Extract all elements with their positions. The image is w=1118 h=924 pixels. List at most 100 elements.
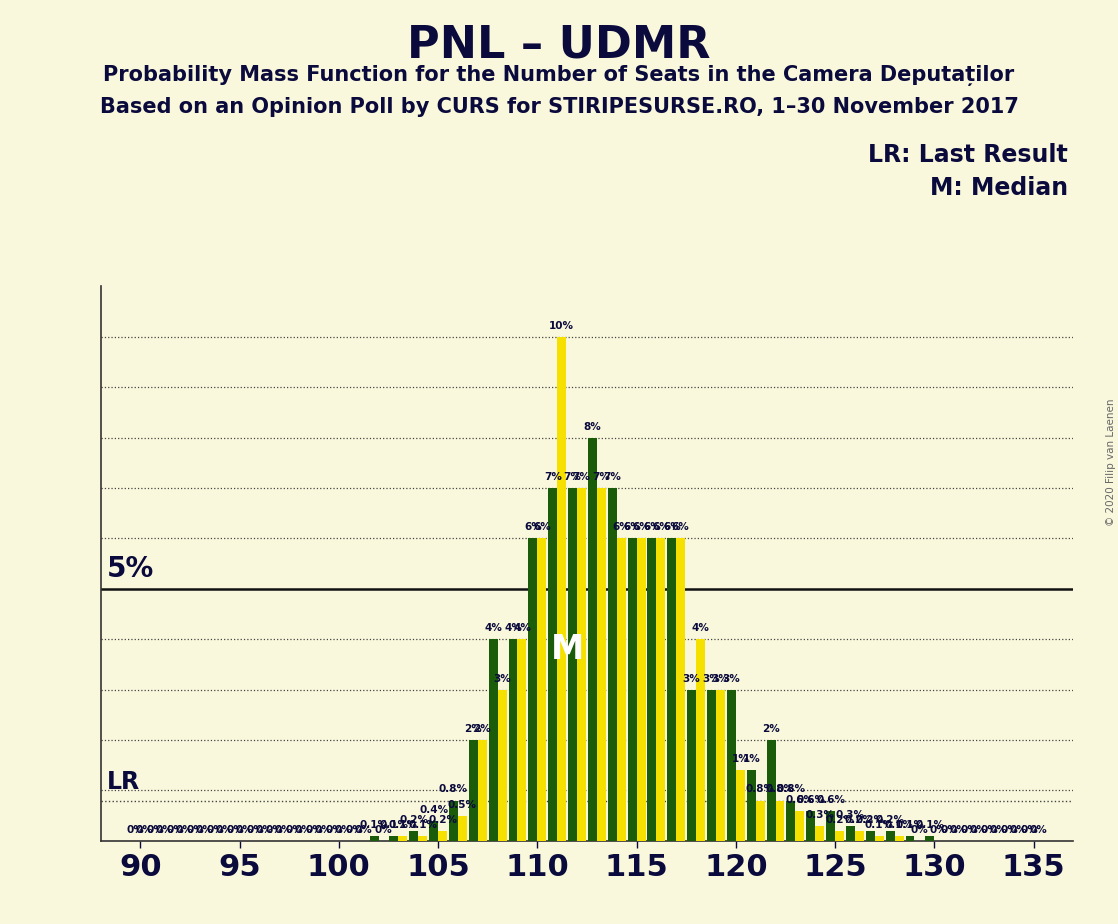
Bar [458,816,467,841]
Bar [756,800,765,841]
Text: 0%: 0% [1030,825,1046,834]
Bar [627,539,636,841]
Bar [557,337,566,841]
Bar [776,800,785,841]
Text: PNL – UDMR: PNL – UDMR [407,23,711,67]
Text: 0%: 0% [334,825,352,834]
Bar [568,488,577,841]
Bar [370,836,379,841]
Bar [529,539,538,841]
Text: 0%: 0% [196,825,214,834]
Text: 0%: 0% [325,825,343,834]
Text: 0.3%: 0.3% [805,809,834,820]
Bar [885,831,894,841]
Text: 0%: 0% [950,825,967,834]
Text: 0%: 0% [176,825,193,834]
Bar [518,639,527,841]
Text: 4%: 4% [513,623,531,633]
Bar [697,639,705,841]
Text: 0.1%: 0.1% [379,820,408,830]
Text: 3%: 3% [722,674,740,684]
Text: 0.8%: 0.8% [776,784,805,795]
Text: 0.8%: 0.8% [746,784,775,795]
Text: 0%: 0% [930,825,948,834]
Bar [926,836,935,841]
Bar [786,800,795,841]
Bar [429,821,438,841]
Text: 6%: 6% [672,522,690,532]
Text: 0.8%: 0.8% [439,784,468,795]
Bar [806,810,815,841]
Bar [835,831,844,841]
Text: LR: Last Result: LR: Last Result [868,143,1068,167]
Text: 8%: 8% [584,421,601,432]
Bar [498,689,506,841]
Bar [826,810,835,841]
Bar [727,689,736,841]
Bar [647,539,656,841]
Text: 0.3%: 0.3% [836,809,865,820]
Text: 6%: 6% [524,522,542,532]
Text: 1%: 1% [731,754,749,764]
Text: 0.6%: 0.6% [816,795,845,805]
Bar [767,740,776,841]
Text: 4%: 4% [692,623,710,633]
Bar [846,826,855,841]
Text: 7%: 7% [604,472,622,482]
Text: 0%: 0% [155,825,173,834]
Text: 0%: 0% [127,825,144,834]
Text: 2%: 2% [464,724,482,734]
Bar [667,539,676,841]
Text: 7%: 7% [543,472,561,482]
Text: 3%: 3% [711,674,729,684]
Text: 0.1%: 0.1% [884,820,913,830]
Text: 7%: 7% [593,472,610,482]
Text: 0%: 0% [255,825,273,834]
Text: 0%: 0% [146,825,164,834]
Bar [636,539,645,841]
Bar [389,836,398,841]
Text: 0.6%: 0.6% [785,795,814,805]
Text: 0.2%: 0.2% [845,815,874,825]
Text: 10%: 10% [549,321,575,331]
Text: 1%: 1% [742,754,760,764]
Bar [865,831,874,841]
Bar [398,836,407,841]
Text: 4%: 4% [504,623,522,633]
Bar [588,438,597,841]
Bar [815,826,824,841]
Text: 6%: 6% [643,522,661,532]
Text: 5%: 5% [106,554,154,583]
Bar [736,771,745,841]
Text: 0%: 0% [989,825,1007,834]
Text: 0.1%: 0.1% [388,820,417,830]
Text: 0.2%: 0.2% [399,815,428,825]
Bar [477,740,486,841]
Text: 7%: 7% [572,472,590,482]
Text: 2%: 2% [473,724,491,734]
Text: 0%: 0% [226,825,244,834]
Bar [538,539,547,841]
Bar [906,836,915,841]
Text: M: Median: M: Median [929,176,1068,200]
Bar [418,836,427,841]
Text: 0%: 0% [305,825,323,834]
Text: Based on an Opinion Poll by CURS for STIRIPESURSE.RO, 1–30 November 2017: Based on an Opinion Poll by CURS for STI… [100,97,1018,117]
Bar [608,488,617,841]
Text: 0%: 0% [187,825,205,834]
Text: 0.8%: 0.8% [766,784,795,795]
Text: LR: LR [106,771,140,795]
Bar [577,488,586,841]
Bar [894,836,903,841]
Text: 0.1%: 0.1% [864,820,893,830]
Text: 0.2%: 0.2% [825,815,854,825]
Text: 6%: 6% [623,522,641,532]
Text: 6%: 6% [632,522,650,532]
Text: 0%: 0% [354,825,372,834]
Text: 3%: 3% [493,674,511,684]
Text: 0%: 0% [207,825,224,834]
Bar [468,740,477,841]
Text: 0%: 0% [286,825,303,834]
Text: 0%: 0% [295,825,312,834]
Text: 0%: 0% [136,825,153,834]
